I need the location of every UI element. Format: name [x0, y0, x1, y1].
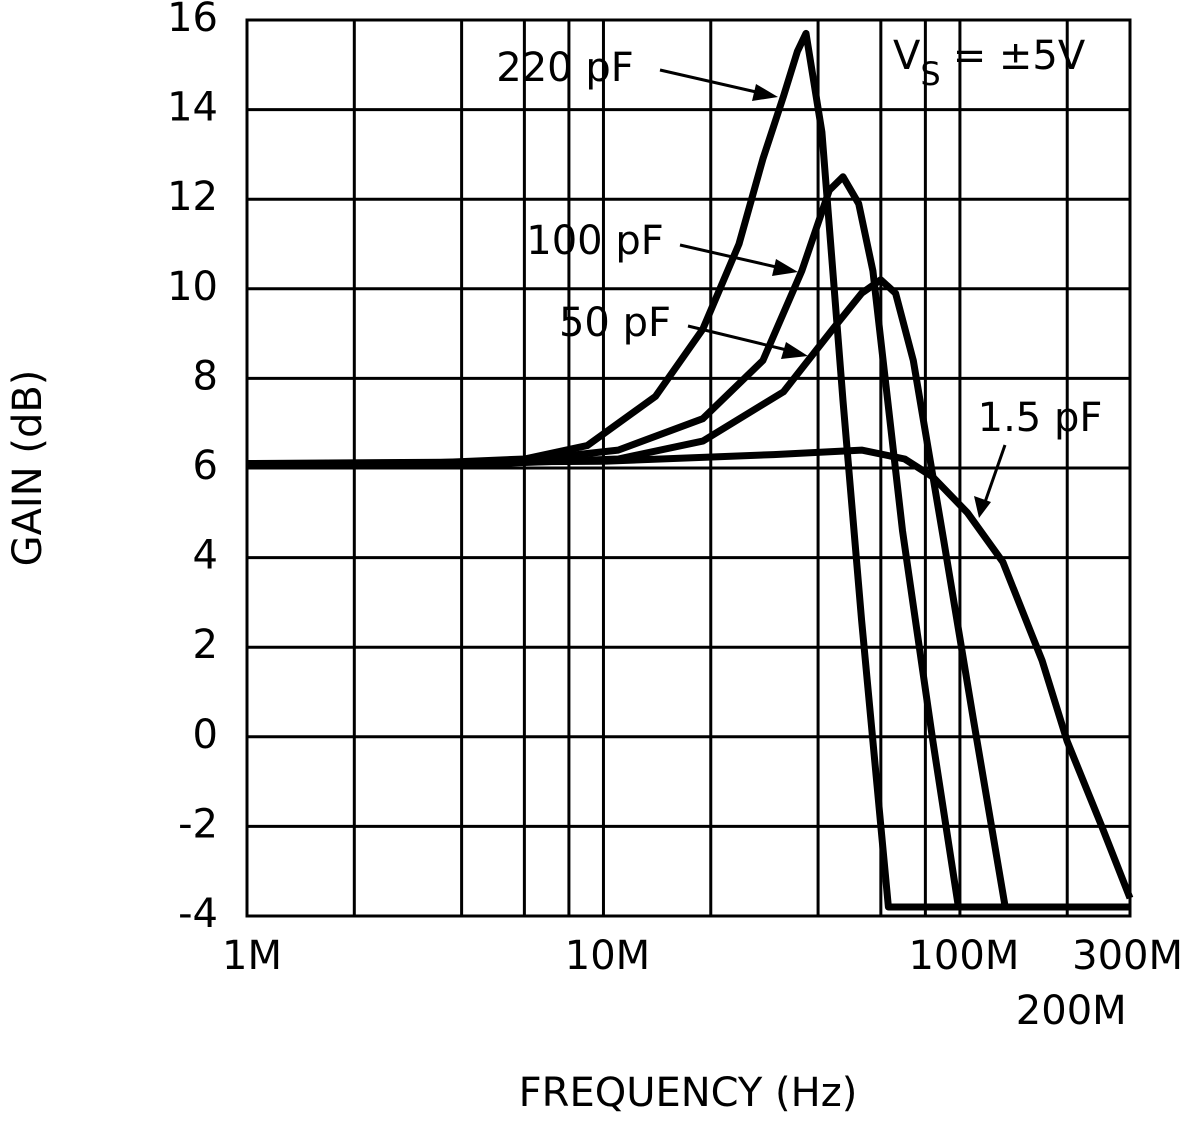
y-tick-label: -2: [178, 801, 218, 847]
y-axis-label: GAIN (dB): [5, 370, 51, 567]
plot-frame: [245, 18, 1132, 918]
annotation: VS = ±5V: [893, 33, 1086, 93]
series-line: [247, 29, 1130, 911]
series-label: 100 pF: [526, 218, 663, 264]
x-tick-label: 10M: [565, 933, 650, 979]
y-tick-label: 6: [193, 443, 218, 489]
y-tick-label: 4: [193, 533, 218, 579]
annotation-main: V: [893, 33, 921, 79]
x-tick-label: 200M: [1016, 988, 1127, 1034]
x-tick-label: 300M: [1072, 933, 1183, 979]
series-line: [247, 173, 1130, 911]
series-line: [246, 446, 1134, 900]
series-label: 50 pF: [559, 300, 671, 346]
x-tick-label: 1M: [222, 933, 282, 979]
y-tick-label: 8: [193, 353, 218, 399]
x-tick-label: 100M: [908, 933, 1019, 979]
series-label: 1.5 pF: [978, 395, 1103, 441]
x-axis-label: FREQUENCY (Hz): [519, 1070, 858, 1116]
annotation-suffix: = ±5V: [953, 33, 1086, 79]
y-tick-label: 2: [193, 622, 218, 668]
y-tick-label: 0: [193, 712, 218, 758]
annotation-subscript: S: [920, 55, 940, 93]
y-tick-label: 14: [167, 85, 218, 131]
series-label: 220 pF: [496, 45, 633, 91]
y-tick-label: 12: [167, 174, 218, 220]
y-tick-label: -4: [178, 891, 218, 937]
series-line: [247, 276, 1130, 911]
arrows: [659, 68, 1007, 518]
y-tick-label: 10: [167, 264, 218, 310]
y-tick-label: 16: [167, 0, 218, 41]
